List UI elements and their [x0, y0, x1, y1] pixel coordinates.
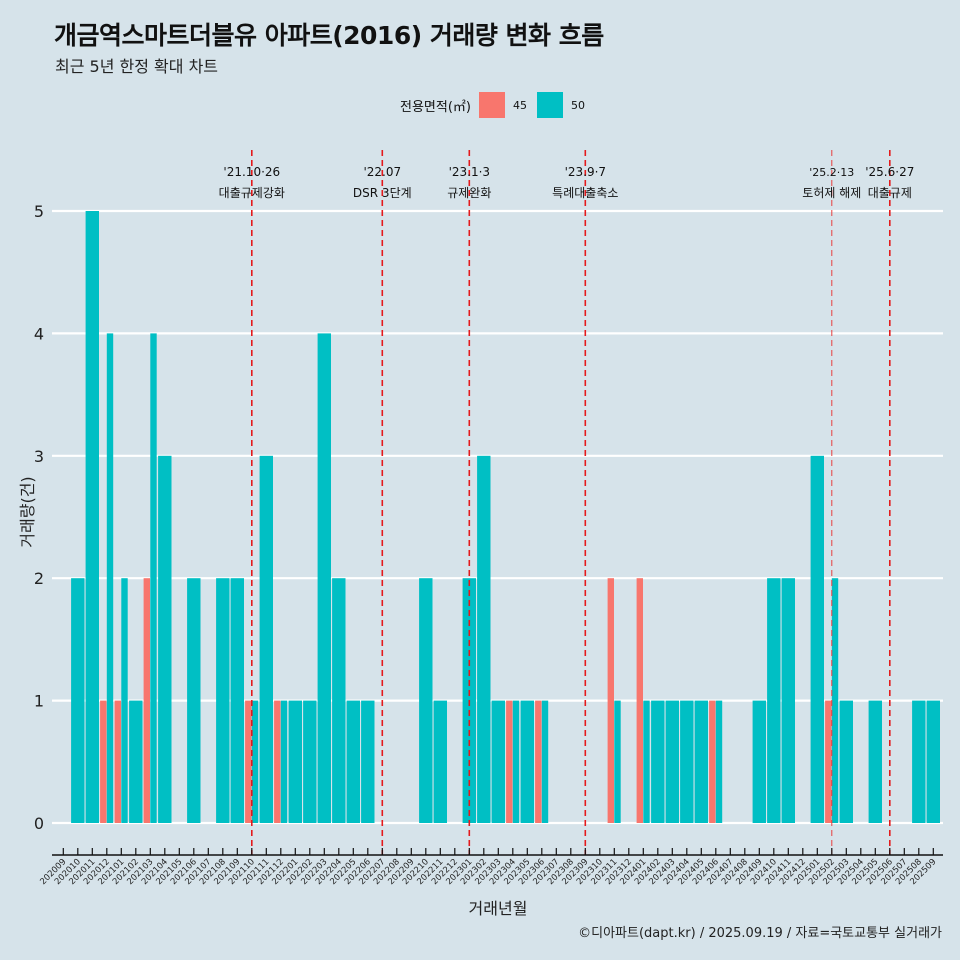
bar-202205-50	[346, 700, 360, 823]
y-tick-label: 0	[34, 814, 44, 833]
legend-title: 전용면적(㎡)	[400, 99, 471, 115]
bar-202210-50	[419, 578, 433, 823]
bar-202106-50	[187, 578, 201, 823]
bar-202502-45	[825, 700, 832, 823]
annotation-label: 대출규제강화	[219, 186, 285, 200]
bar-202509-50	[926, 700, 940, 823]
legend-label-45: 45	[512, 98, 527, 112]
annotation-label: 특례대출축소	[552, 186, 618, 200]
bar-202406-45	[709, 700, 716, 823]
bar-202303-50	[491, 700, 505, 823]
bar-202503-50	[839, 700, 853, 823]
bar-202201-50	[288, 700, 302, 823]
bar-202108-50	[216, 578, 230, 823]
x-axis-title: 거래년월	[469, 899, 528, 918]
bar-202103-50	[150, 333, 157, 823]
annotation-date: '25.6·27	[865, 165, 914, 179]
legend-swatch-50	[536, 92, 563, 118]
bar-202010-50	[71, 578, 85, 823]
bar-202206-50	[361, 700, 375, 823]
bar-202508-50	[912, 700, 926, 823]
bar-202505-50	[868, 700, 882, 823]
bar-202501-50	[810, 455, 824, 823]
bar-202204-50	[332, 578, 346, 823]
bar-202101-50	[121, 578, 128, 823]
bar-202104-50	[158, 455, 172, 823]
bar-202111-50	[259, 455, 273, 823]
bar-202405-50	[694, 700, 708, 823]
bar-202112-50	[280, 700, 288, 823]
bar-202304-45	[506, 700, 513, 823]
bar-202305-50	[520, 700, 534, 823]
bar-202211-50	[433, 700, 447, 823]
annotation-date: '25.2·13	[809, 166, 854, 179]
bar-202502-50	[831, 578, 839, 823]
annotation-label: DSR 3단계	[353, 186, 412, 200]
bar-202401-50	[643, 700, 650, 823]
y-axis-title: 거래량(건)	[18, 476, 37, 547]
y-tick-label: 2	[34, 569, 44, 588]
bar-202402-50	[651, 700, 665, 823]
annotation-date: '21.10·26	[223, 165, 280, 179]
annotation-date: '23.1·3	[449, 165, 490, 179]
bar-202012-50	[106, 333, 114, 823]
annotation-label: 대출규제	[868, 186, 912, 200]
bar-202011-50	[85, 211, 99, 823]
bar-202311-45	[607, 578, 614, 823]
y-tick-label: 4	[34, 324, 44, 343]
legend-swatch-45	[478, 92, 505, 118]
bar-202101-45	[114, 700, 121, 823]
bar-202202-50	[303, 700, 317, 823]
y-tick-label: 3	[34, 447, 44, 466]
caption: ©디아파트(dapt.kr) / 2025.09.19 / 자료=국토교통부 실…	[578, 926, 942, 941]
bar-202306-50	[541, 700, 549, 823]
legend: 전용면적(㎡) 45 50	[400, 92, 595, 118]
bar-202401-45	[636, 578, 643, 823]
bar-202306-45	[535, 700, 542, 823]
bar-202304-50	[512, 700, 520, 823]
annotation-label: 토허제 해제	[802, 186, 861, 200]
bar-202411-50	[781, 578, 795, 823]
y-tick-label: 1	[34, 692, 44, 711]
bar-202109-50	[230, 578, 244, 823]
bar-202311-50	[614, 700, 621, 823]
annotation-date: '23.9·7	[565, 165, 606, 179]
bar-202203-50	[317, 333, 331, 823]
bar-202410-50	[767, 578, 781, 823]
bar-202103-45	[143, 578, 150, 823]
chart-subtitle: 최근 5년 한정 확대 차트	[55, 57, 219, 76]
bar-202110-45	[245, 700, 252, 823]
y-tick-label: 5	[34, 202, 44, 221]
legend-label-50: 50	[570, 98, 585, 112]
bar-202112-45	[274, 700, 281, 823]
bar-202406-50	[715, 700, 723, 823]
bar-202403-50	[665, 700, 679, 823]
bar-202302-50	[477, 455, 491, 823]
bar-202102-50	[129, 700, 143, 823]
bar-202409-50	[752, 700, 766, 823]
annotation-label: 규제완화	[447, 186, 491, 200]
bar-202404-50	[680, 700, 694, 823]
bar-202110-50	[251, 700, 259, 823]
annotation-date: '22.07	[363, 165, 401, 179]
bar-202012-45	[100, 700, 107, 823]
chart-title: 개금역스마트더블유 아파트(2016) 거래량 변화 흐름	[54, 21, 604, 50]
